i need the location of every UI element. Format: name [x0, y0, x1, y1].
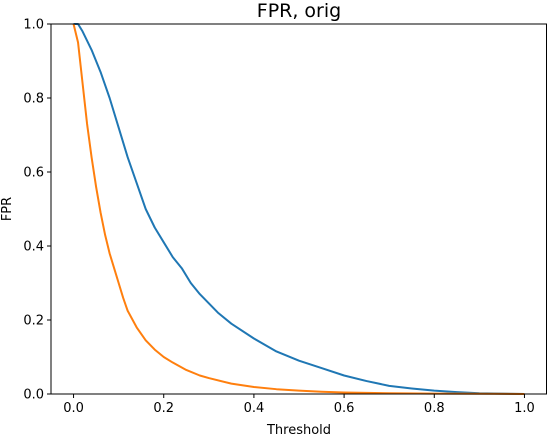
y-axis-ticks: 0.0 0.2 0.4 0.6 0.8 1.0 — [23, 18, 51, 403]
chart-title: FPR, orig — [257, 0, 341, 22]
x-tick-label: 0.2 — [153, 401, 174, 416]
series-line-1 — [73, 23, 525, 395]
y-tick-label: 0.2 — [23, 314, 44, 329]
series-line-2 — [72, 23, 525, 395]
x-axis-ticks: 0.0 0.2 0.4 0.6 0.8 1.0 — [63, 394, 535, 416]
x-tick-label: 1.0 — [514, 401, 535, 416]
x-tick-label: 0.0 — [63, 401, 84, 416]
y-axis-label: FPR — [0, 197, 15, 221]
x-tick-label: 0.8 — [424, 401, 445, 416]
plot-frame — [50, 23, 547, 395]
y-tick-label: 0.6 — [23, 166, 44, 181]
x-tick-label: 0.4 — [244, 401, 265, 416]
y-tick-label: 0.4 — [23, 240, 44, 255]
plot-content — [72, 23, 525, 395]
x-tick-label: 0.6 — [334, 401, 355, 416]
y-tick-label: 0.8 — [23, 92, 44, 107]
y-tick-label: 1.0 — [23, 18, 44, 33]
y-tick-label: 0.0 — [23, 388, 44, 403]
x-axis-label: Threshold — [266, 423, 331, 437]
